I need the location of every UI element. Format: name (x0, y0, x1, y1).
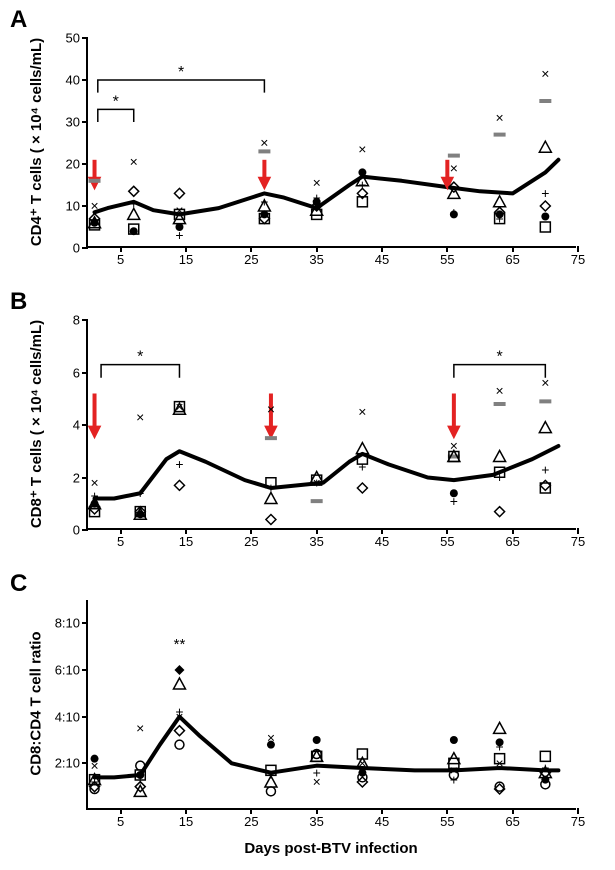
ytick-label: 2:10 (55, 756, 88, 771)
svg-text:×: × (450, 160, 458, 176)
svg-text:×: × (136, 409, 144, 425)
xtick-label: 55 (440, 808, 454, 829)
svg-text:+: + (136, 485, 144, 501)
panel-label-A: A (10, 6, 27, 34)
ytick-label: 10 (66, 199, 88, 214)
svg-text:×: × (541, 65, 549, 81)
xtick-label: 25 (244, 528, 258, 549)
y-axis-label-A: CD4⁺ T cells ( × 10⁴ cells/mL) (27, 32, 45, 252)
ytick-label: 50 (66, 31, 88, 46)
ytick-label: 30 (66, 115, 88, 130)
xtick-label: 65 (505, 528, 519, 549)
plot-svg-C: **×××××××××+++++++++ (88, 600, 578, 810)
svg-text:×: × (136, 720, 144, 736)
plot-area-C: 2:104:106:108:10515253545556575**×××××××… (86, 600, 576, 810)
svg-text:+: + (358, 459, 366, 475)
svg-text:+: + (175, 704, 183, 720)
svg-text:×: × (267, 401, 275, 417)
xtick-label: 35 (309, 808, 323, 829)
ytick-label: 6 (73, 365, 88, 380)
svg-text:+: + (541, 461, 549, 477)
svg-text:×: × (496, 383, 504, 399)
ytick-label: 6:10 (55, 663, 88, 678)
xtick-label: 65 (505, 246, 519, 267)
x-axis-label: Days post-BTV infection (86, 840, 576, 857)
svg-text:×: × (313, 175, 321, 191)
plot-svg-B: **×××××××××+++++++++ (88, 320, 578, 530)
svg-text:×: × (358, 404, 366, 420)
svg-text:×: × (496, 110, 504, 126)
ytick-label: 0 (73, 523, 88, 538)
svg-text:+: + (541, 185, 549, 201)
ytick-label: 8 (73, 313, 88, 328)
xtick-label: 35 (309, 528, 323, 549)
svg-text:*: * (178, 64, 184, 81)
xtick-label: 45 (375, 528, 389, 549)
ytick-label: 20 (66, 157, 88, 172)
y-axis-label-B: CD8⁺ T cells ( × 10⁴ cells/mL) (27, 314, 45, 534)
xtick-label: 75 (571, 808, 585, 829)
xtick-label: 15 (179, 246, 193, 267)
plot-area-B: 02468515253545556575**×××××××××+++++++++ (86, 320, 576, 530)
xtick-label: 55 (440, 246, 454, 267)
figure: A01020304050515253545556575**×××××××××++… (0, 0, 615, 870)
svg-text:×: × (130, 154, 138, 170)
xtick-label: 45 (375, 246, 389, 267)
xtick-label: 45 (375, 808, 389, 829)
xtick-label: 5 (117, 246, 124, 267)
ytick-label: 4:10 (55, 709, 88, 724)
xtick-label: 25 (244, 808, 258, 829)
ytick-label: 0 (73, 241, 88, 256)
ytick-label: 40 (66, 73, 88, 88)
svg-text:+: + (175, 456, 183, 472)
svg-text:*: * (496, 349, 502, 366)
svg-text:+: + (313, 764, 321, 780)
xtick-label: 75 (571, 246, 585, 267)
ytick-label: 4 (73, 418, 88, 433)
y-axis-label-C: CD8:CD4 T cell ratio (28, 594, 45, 814)
xtick-label: 15 (179, 528, 193, 549)
xtick-label: 5 (117, 808, 124, 829)
svg-text:×: × (260, 135, 268, 151)
xtick-label: 15 (179, 808, 193, 829)
plot-area-A: 01020304050515253545556575**×××××××××+++… (86, 38, 576, 248)
svg-text:×: × (90, 198, 98, 214)
svg-text:×: × (541, 375, 549, 391)
plot-svg-A: **×××××××××+++++++++ (88, 38, 578, 248)
svg-text:*: * (113, 93, 119, 110)
xtick-label: 35 (309, 246, 323, 267)
xtick-label: 55 (440, 528, 454, 549)
panel-label-B: B (10, 288, 27, 316)
xtick-label: 25 (244, 246, 258, 267)
xtick-label: 75 (571, 528, 585, 549)
xtick-label: 5 (117, 528, 124, 549)
svg-text:*: * (137, 349, 143, 366)
svg-text:**: ** (174, 636, 186, 653)
ytick-label: 8:10 (55, 616, 88, 631)
xtick-label: 65 (505, 808, 519, 829)
ytick-label: 2 (73, 470, 88, 485)
svg-text:×: × (358, 141, 366, 157)
panel-label-C: C (10, 570, 27, 598)
